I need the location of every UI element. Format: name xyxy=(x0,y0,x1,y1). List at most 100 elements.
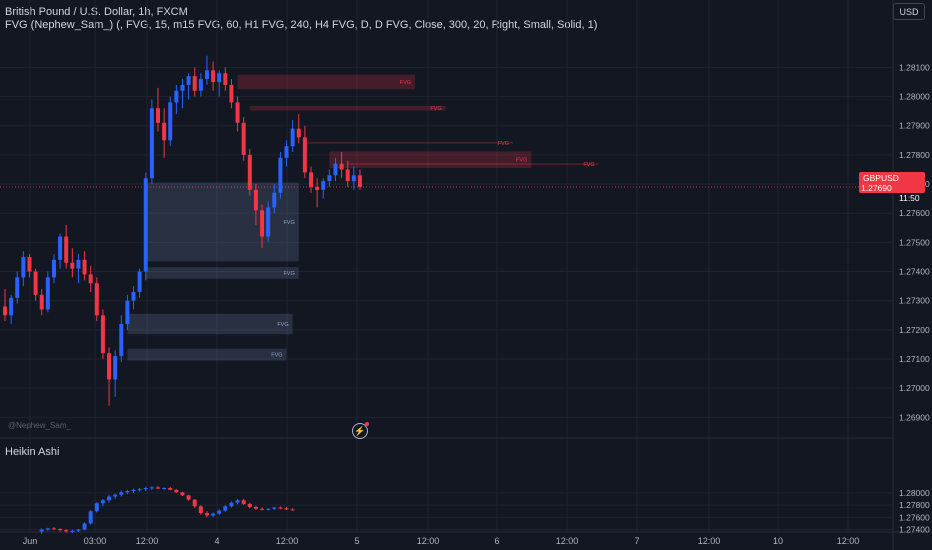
ha-body xyxy=(131,489,136,492)
candle-body xyxy=(309,172,313,187)
time-tick-label: Jun xyxy=(23,536,38,546)
candle-body xyxy=(186,76,191,85)
ha-body xyxy=(229,502,234,507)
time-tick-label: 7 xyxy=(634,536,639,546)
candle-body xyxy=(3,306,7,316)
ha-body xyxy=(143,488,148,490)
fvg-label: FVG xyxy=(277,322,288,328)
ha-body xyxy=(45,528,50,530)
candle-body xyxy=(51,259,56,278)
price-tick-label: 1.27500 xyxy=(899,237,930,247)
candle-body xyxy=(290,128,295,147)
price-tag-countdown: 11:50 xyxy=(899,193,920,203)
time-tick-label: 12:00 xyxy=(276,536,299,546)
candle-body xyxy=(247,154,252,190)
candle-body xyxy=(131,291,136,301)
candle-body xyxy=(333,163,338,176)
fvg-label: FVG xyxy=(430,106,441,112)
candle-body xyxy=(100,315,105,354)
heikin-ashi-candles xyxy=(39,486,295,534)
ha-body xyxy=(272,507,277,509)
lightning-icon[interactable]: ⚡ xyxy=(352,422,369,439)
candle-body xyxy=(119,324,124,357)
ha-body xyxy=(266,508,271,510)
candle-body xyxy=(235,102,240,123)
chart-title: British Pound / U.S. Dollar, 1h, FXCM xyxy=(5,6,188,18)
time-tick-label: 12:00 xyxy=(698,536,721,546)
last-price-tag: GBPUSD 1.27690 11:50 xyxy=(859,172,925,203)
ha-body xyxy=(180,492,185,496)
time-tick-label: 12:00 xyxy=(556,536,579,546)
price-tick-label: 1.27900 xyxy=(899,121,930,131)
time-tick-label: 10 xyxy=(773,536,783,546)
candle-body xyxy=(162,122,167,141)
candle-body xyxy=(229,84,234,103)
ha-body xyxy=(58,528,63,531)
ha-body xyxy=(198,506,203,514)
time-tick-label: 6 xyxy=(494,536,499,546)
price-tick-label: 1.27600 xyxy=(899,208,930,218)
fvg-zone xyxy=(127,313,293,335)
price-tick-label: 1.28100 xyxy=(899,62,930,72)
candle-body xyxy=(70,262,75,269)
time-tick-label: 12:00 xyxy=(136,536,159,546)
ha-body xyxy=(217,510,222,514)
candles xyxy=(3,55,362,406)
candle-body xyxy=(39,294,44,310)
ha-body xyxy=(174,489,179,493)
candle-body xyxy=(125,300,130,325)
candle-body xyxy=(253,189,258,211)
candle-body xyxy=(88,274,93,284)
candle-body xyxy=(241,122,246,155)
candle-body xyxy=(260,210,265,237)
candle-body xyxy=(107,353,112,380)
ha-body xyxy=(186,495,191,500)
fvg-label: FVG xyxy=(498,141,509,147)
time-tick-label: 03:00 xyxy=(84,536,107,546)
fvg-label: FVG xyxy=(283,271,294,277)
candle-body xyxy=(21,256,26,278)
ha-body xyxy=(168,488,173,490)
ha-body xyxy=(125,491,130,493)
ha-body xyxy=(107,496,112,501)
candle-body xyxy=(27,256,32,272)
ha-body xyxy=(100,500,105,504)
indicator-legend[interactable]: FVG (Nephew_Sam_) (, FVG, 15, m15 FVG, 6… xyxy=(5,19,598,31)
candle-body xyxy=(357,175,362,187)
candle-body xyxy=(156,108,160,123)
ha-body xyxy=(204,513,209,516)
candle-body xyxy=(217,73,222,82)
ha-body xyxy=(64,530,69,532)
ha-body xyxy=(137,489,142,491)
fvg-zone xyxy=(127,348,287,361)
candle-body xyxy=(168,102,173,141)
candle-body xyxy=(223,73,228,85)
fvg-label: FVG xyxy=(283,220,294,226)
ha-body xyxy=(260,508,265,510)
ha-body xyxy=(119,492,124,495)
ha-body xyxy=(70,530,75,532)
ha-body xyxy=(149,487,154,489)
ha-body xyxy=(192,499,197,507)
ha-body xyxy=(235,500,240,503)
fvg-zones: FVG FVG FVG FVG FVG FVG FVG FVG FVG xyxy=(127,74,599,361)
ha-body xyxy=(88,511,93,524)
candle-body xyxy=(58,236,63,260)
candle-body xyxy=(284,146,289,158)
price-axis: 1.281001.280001.279001.278001.277001.276… xyxy=(23,62,930,546)
ha-body xyxy=(156,487,160,489)
price-tick-label: 1.27100 xyxy=(899,354,930,364)
candle-body xyxy=(211,70,216,82)
sub-price-tick-label: 1.27600 xyxy=(899,512,930,522)
ha-body xyxy=(94,503,99,512)
price-tick-label: 1.27200 xyxy=(899,325,930,335)
fvg-label: FVG xyxy=(400,80,411,86)
candle-body xyxy=(113,356,118,380)
candle-body xyxy=(351,175,356,182)
time-tick-label: 12:00 xyxy=(417,536,440,546)
candle-body xyxy=(266,207,271,237)
price-tag-symbol: GBPUSD xyxy=(861,173,901,183)
sub-price-tick-label: 1.27400 xyxy=(899,525,930,535)
ha-body xyxy=(51,528,56,530)
